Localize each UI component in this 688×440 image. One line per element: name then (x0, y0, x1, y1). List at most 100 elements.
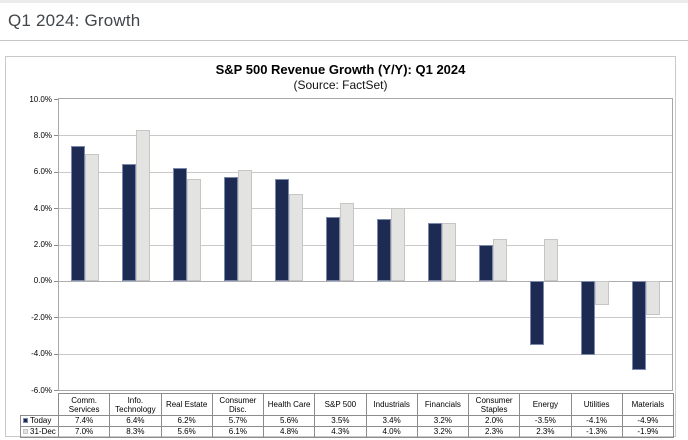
value-today-materials: -4.9% (621, 415, 675, 427)
bar-31-dec-consumer-staples (493, 239, 508, 281)
value-31-dec-real-estate: 5.6% (160, 426, 213, 438)
value-31-dec-utilities: -1.3% (570, 426, 623, 438)
category-header-health-care: Health Care (262, 393, 316, 416)
category-header-financials: Financials (416, 393, 470, 416)
y-axis-tick (54, 390, 58, 391)
y-axis-label: 8.0% (33, 130, 52, 140)
gridline (59, 135, 672, 137)
bar-31-dec-industrials (391, 208, 406, 281)
bar-31-dec-consumer-disc (237, 169, 252, 281)
y-axis-label: 4.0% (33, 203, 52, 213)
bar-31-dec-utilities (595, 280, 610, 305)
bar-31-dec-comm-services (84, 153, 99, 281)
page-top-border (0, 0, 688, 3)
y-axis-tick (54, 280, 58, 282)
bar-today-info-technology (121, 164, 136, 281)
value-today-financials: 3.2% (416, 415, 470, 427)
category-header-s-p-500: S&P 500 (314, 393, 367, 416)
category-header-energy: Energy (519, 393, 572, 416)
y-axis-tick (54, 135, 58, 137)
gridline (59, 244, 672, 246)
bar-31-dec-health-care (288, 193, 303, 281)
bar-today-industrials (377, 219, 392, 281)
bar-today-s-p-500 (325, 217, 340, 281)
y-axis-label: -6.0% (31, 385, 52, 395)
page-title: Q1 2024: Growth (8, 11, 141, 30)
value-today-info-technology: 6.4% (109, 415, 162, 427)
value-today-utilities: -4.1% (570, 415, 623, 427)
y-axis-label: 6.0% (33, 167, 52, 177)
gridline (59, 208, 672, 210)
category-header-utilities: Utilities (570, 393, 623, 416)
value-31-dec-health-care: 4.8% (262, 426, 316, 438)
bar-31-dec-materials (646, 280, 661, 316)
bar-today-comm-services (70, 146, 85, 281)
y-axis-label: -4.0% (31, 349, 52, 359)
bar-today-consumer-staples (479, 244, 494, 281)
value-today-comm-services: 7.4% (57, 415, 111, 427)
legend-label-today: Today (20, 415, 59, 427)
bar-today-energy (530, 280, 545, 345)
gridline (59, 317, 672, 319)
bar-today-health-care (274, 179, 289, 281)
value-today-consumer-staples: 2.0% (467, 415, 521, 427)
bar-31-dec-energy (544, 239, 559, 281)
y-axis-label: 10.0% (29, 94, 52, 104)
legend-label-31-dec: 31-Dec (20, 426, 59, 438)
plot-area (58, 98, 673, 391)
y-axis-tick (54, 171, 58, 173)
table-row-today: Today 7.4% 6.4% 6.2% 5.7% 5.6% 3.5% 3.4% 3.2% 2.0… (20, 415, 675, 427)
table-row-31-dec: 31-Dec 7.0% 8.3% 5.6% 6.1% 4.8% 4.3% 4.0% 3.2% 2.… (20, 426, 675, 438)
value-31-dec-industrials: 4.0% (365, 426, 418, 438)
bar-today-consumer-disc (223, 177, 238, 281)
value-today-s-p-500: 3.5% (314, 415, 367, 427)
legend-swatch-today-icon (23, 418, 28, 424)
value-31-dec-financials: 3.2% (416, 426, 470, 438)
gridline (59, 171, 672, 173)
value-31-dec-s-p-500: 4.3% (314, 426, 367, 438)
data-table: Comm. Services Info. Technology Real Estat… (20, 393, 675, 438)
y-axis-tick (54, 208, 58, 210)
category-header-comm-services: Comm. Services (57, 393, 111, 416)
value-31-dec-energy: 2.3% (519, 426, 572, 438)
category-header-consumer-staples: Consumer Staples (467, 393, 521, 416)
y-axis-label: -2.0% (31, 312, 52, 322)
bar-today-real-estate (172, 168, 187, 281)
value-31-dec-materials: -1.9% (621, 426, 675, 438)
chart-panel: S&P 500 Revenue Growth (Y/Y): Q1 2024 (S… (5, 56, 676, 438)
chart-subtitle: (Source: FactSet) (293, 78, 388, 92)
value-31-dec-comm-services: 7.0% (57, 426, 111, 438)
chart-title: S&P 500 Revenue Growth (Y/Y): Q1 2024 (215, 62, 466, 77)
value-today-consumer-disc: 5.7% (211, 415, 265, 427)
table-corner-cell (21, 394, 59, 416)
bar-31-dec-s-p-500 (339, 202, 354, 281)
value-31-dec-consumer-staples: 2.3% (467, 426, 521, 438)
value-today-industrials: 3.4% (365, 415, 418, 427)
bar-31-dec-info-technology (135, 129, 150, 281)
y-axis-tick (54, 317, 58, 319)
y-axis-tick (54, 353, 58, 355)
bar-31-dec-real-estate (186, 179, 201, 281)
y-axis-tick (54, 244, 58, 246)
value-today-health-care: 5.6% (262, 415, 316, 427)
value-today-real-estate: 6.2% (160, 415, 213, 427)
gridline (59, 353, 672, 355)
bar-today-materials (632, 280, 647, 370)
category-header-real-estate: Real Estate (160, 393, 213, 416)
bar-31-dec-financials (442, 222, 457, 281)
category-header-consumer-disc: Consumer Disc. (211, 393, 265, 416)
y-axis-tick (54, 99, 58, 100)
table-header-row: Comm. Services Info. Technology Real Estat… (21, 393, 675, 416)
category-header-info-technology: Info. Technology (109, 393, 162, 416)
category-header-materials: Materials (621, 393, 675, 416)
y-axis-label: 0.0% (33, 276, 52, 286)
y-axis-label: 2.0% (33, 240, 52, 249)
category-header-industrials: Industrials (365, 393, 418, 416)
zero-gridline (59, 280, 672, 282)
title-divider (0, 40, 688, 41)
value-31-dec-info-technology: 8.3% (109, 426, 162, 438)
value-today-energy: -3.5% (519, 415, 572, 427)
bar-today-utilities (581, 280, 596, 356)
legend-swatch-31-dec-icon (23, 429, 28, 435)
